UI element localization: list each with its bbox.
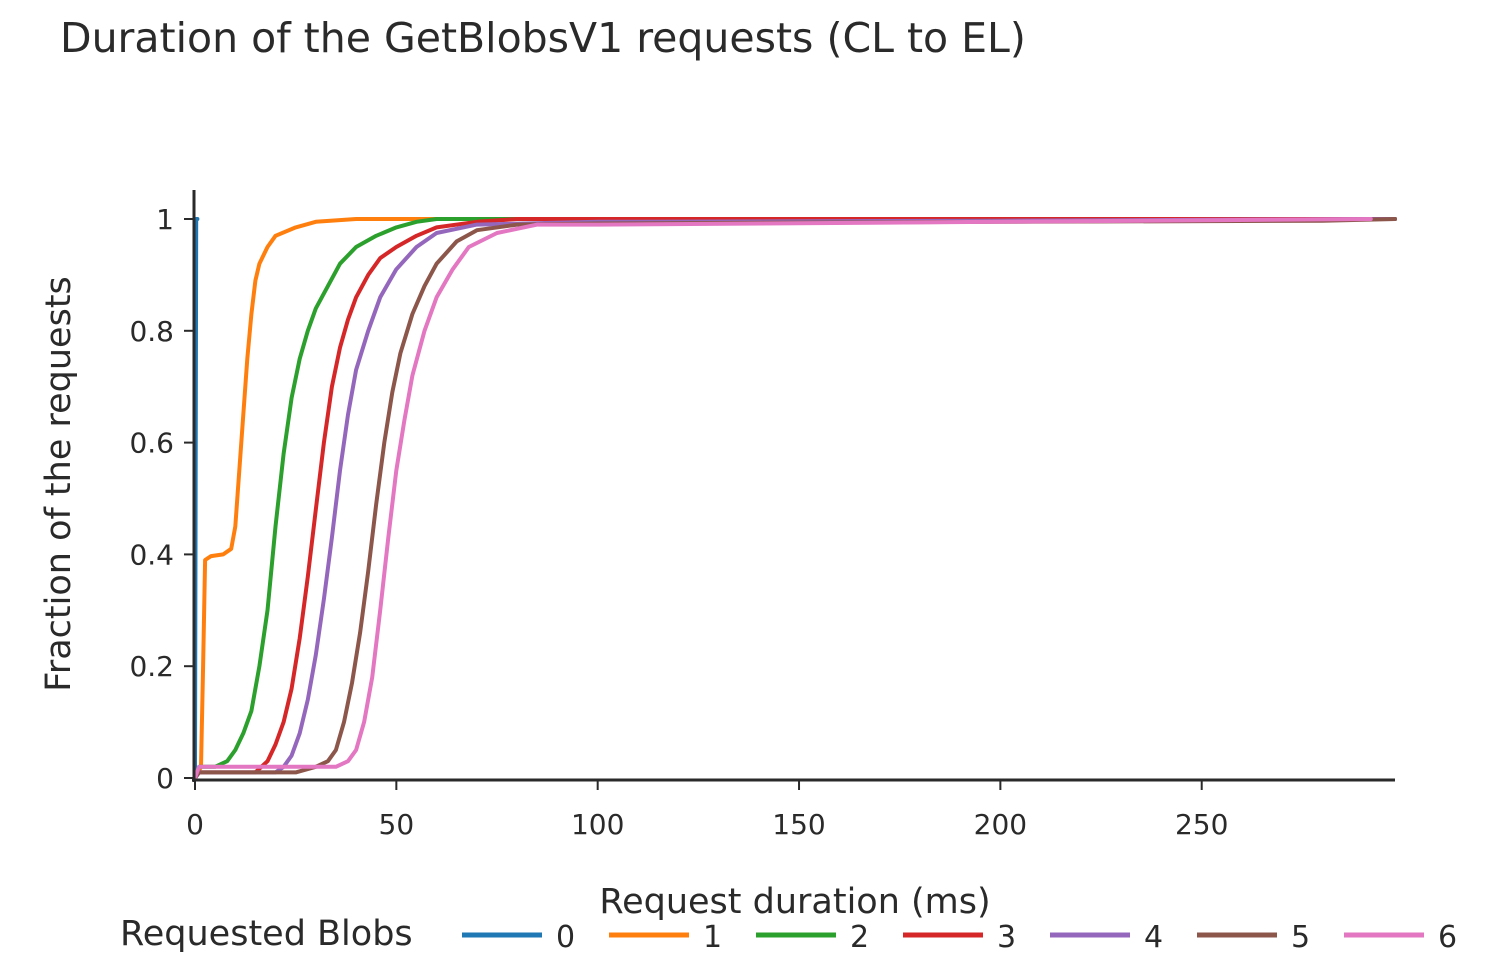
y-tick-label: 0.6 [129, 427, 174, 460]
legend-item-6: 6 [1344, 920, 1457, 955]
legend-item-5: 5 [1197, 920, 1310, 955]
y-tick-label: 0 [156, 762, 174, 795]
legend-item-2: 2 [756, 920, 869, 955]
series-line-1 [193, 217, 1397, 780]
y-tick-label: 0.4 [129, 538, 174, 571]
legend-label: 0 [556, 920, 575, 955]
x-tick-label: 50 [379, 808, 415, 841]
y-tick-label: 0.8 [129, 315, 174, 348]
y-axis-ticks: 0 0.2 0.4 0.6 0.8 1 [129, 203, 194, 795]
x-tick-label: 100 [571, 808, 624, 841]
chart-title: Duration of the GetBlobsV1 requests (CL … [60, 14, 1026, 62]
legend-label: 5 [1291, 920, 1310, 955]
x-tick-label: 150 [772, 808, 825, 841]
legend-item-4: 4 [1050, 920, 1163, 955]
legend: Requested Blobs 0 1 2 3 4 5 6 [120, 914, 1457, 955]
legend-label: 2 [850, 920, 869, 955]
x-tick-label: 250 [1175, 808, 1228, 841]
legend-label: 4 [1144, 920, 1163, 955]
series-line-2 [193, 217, 1397, 780]
series-layer [193, 217, 1397, 780]
y-tick-label: 1 [156, 203, 174, 236]
series-line-6 [193, 217, 1373, 780]
x-axis-title: Request duration (ms) [599, 882, 990, 922]
legend-item-1: 1 [609, 920, 722, 955]
x-tick-label: 200 [974, 808, 1027, 841]
legend-label: 6 [1438, 920, 1457, 955]
series-line-3 [193, 217, 1397, 780]
series-line-4 [193, 217, 1397, 780]
legend-item-0: 0 [462, 920, 575, 955]
series-line-5 [193, 217, 1397, 780]
legend-items: 0 1 2 3 4 5 6 [462, 920, 1457, 955]
legend-title: Requested Blobs [120, 914, 413, 954]
y-tick-label: 0.2 [129, 650, 174, 683]
legend-item-3: 3 [903, 920, 1016, 955]
x-tick-label: 0 [186, 808, 204, 841]
y-axis-title: Fraction of the requests [39, 276, 79, 692]
plot-area: 0 50 100 150 200 250 0 0.2 0.4 0.6 0.8 1 [129, 190, 1397, 841]
x-axis-ticks: 0 50 100 150 200 250 [186, 780, 1228, 841]
legend-label: 1 [703, 920, 722, 955]
legend-label: 3 [997, 920, 1016, 955]
